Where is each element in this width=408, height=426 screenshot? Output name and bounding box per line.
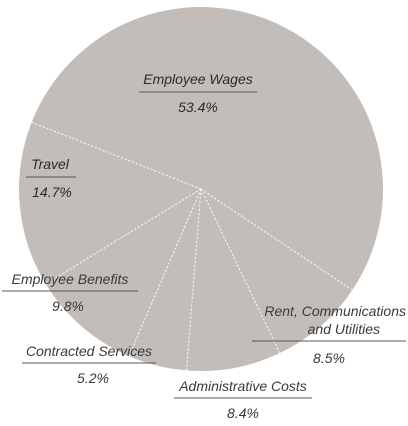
label-rent-value: 8.5% <box>313 350 345 366</box>
label-employee-wages-name: Employee Wages <box>143 71 252 87</box>
label-travel-value: 14.7% <box>32 184 72 200</box>
pie-slice-rent-communications-and-utilities <box>201 189 353 354</box>
label-contracted-services-name: Contracted Services <box>26 343 152 359</box>
label-employee-benefits: Employee Benefits 9.8% <box>2 271 138 314</box>
pie-slice-employee-wages <box>31 7 383 291</box>
label-travel: Travel 14.7% <box>26 156 76 200</box>
pie-slices <box>18 7 383 372</box>
label-employee-benefits-value: 9.8% <box>52 298 84 314</box>
label-employee-benefits-name: Employee Benefits <box>12 271 129 287</box>
pie-slice-employee-benefits <box>45 189 202 357</box>
pie-slice-administrative-costs <box>186 189 280 372</box>
label-employee-wages: Employee Wages 53.4% <box>139 71 257 115</box>
label-contracted-services-value: 5.2% <box>77 370 109 386</box>
label-administrative-costs-value: 8.4% <box>227 405 259 421</box>
label-rent-name-line2: and Utilities <box>308 321 380 337</box>
label-rent-communications-utilities: Rent, Communications and Utilities 8.5% <box>252 303 406 366</box>
pie-slice-travel <box>18 122 201 284</box>
label-rent-name-line1: Rent, Communications <box>264 303 406 319</box>
label-employee-wages-value: 53.4% <box>178 99 218 115</box>
label-contracted-services: Contracted Services 5.2% <box>22 343 156 386</box>
pie-slice-contracted-services <box>129 189 201 371</box>
label-travel-name: Travel <box>31 156 70 172</box>
label-administrative-costs: Administrative Costs 8.4% <box>174 378 312 421</box>
label-administrative-costs-name: Administrative Costs <box>178 378 307 394</box>
